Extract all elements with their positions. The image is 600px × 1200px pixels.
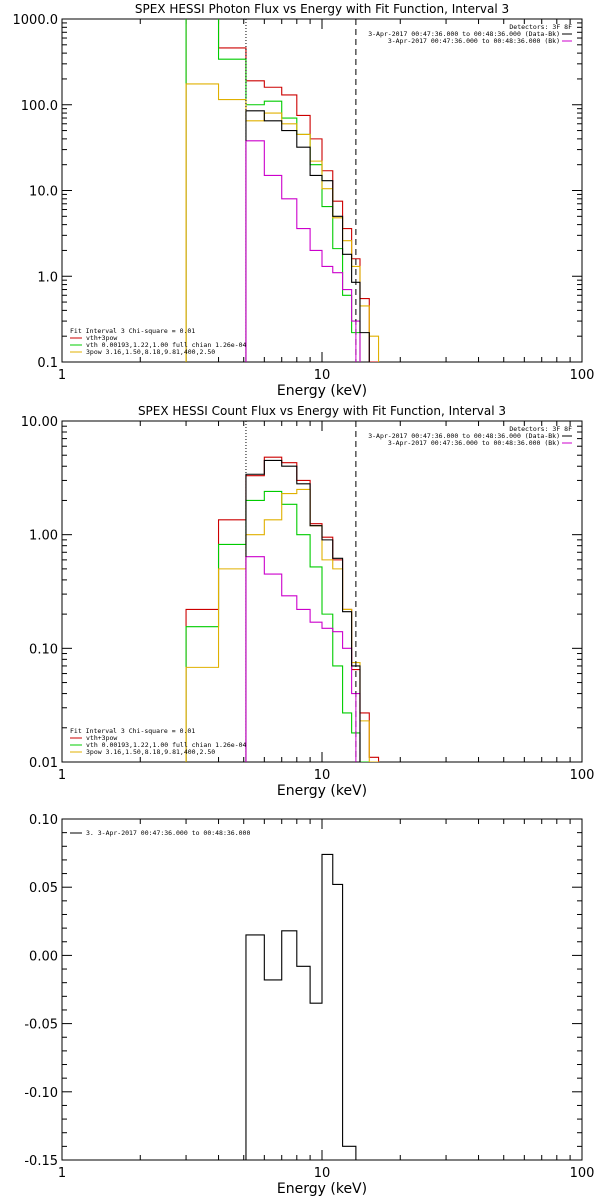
legend-left-header: Fit Interval 3 Chi-square = 0.01 <box>70 327 195 335</box>
x-tick-label: 1 <box>58 368 66 383</box>
x-tick-label: 10 <box>314 368 331 383</box>
series-group <box>245 853 357 1160</box>
y-tick-label: 100.0 <box>21 99 58 114</box>
chart-title: SPEX HESSI Count Flux vs Energy with Fit… <box>138 404 506 418</box>
legend-left-entry: vth+3pow <box>86 734 117 742</box>
chart-title: SPEX HESSI Photon Flux vs Energy with Fi… <box>135 2 509 16</box>
series-line-bk <box>245 556 361 762</box>
legend-right-header: Detectors: 3F 8F <box>509 23 572 31</box>
x-tick-label: 100 <box>570 768 595 783</box>
series-line-vth-3pow <box>185 19 380 362</box>
legend-left-entry: 3. 3-Apr-2017 00:47:36.000 to 00:48:36.0… <box>86 829 250 837</box>
series-line-vth <box>185 19 361 362</box>
chart-panel-3: 1 10 100 Energy (keV) 0.10 0.05 0.00 -0.05 -0.10… <box>24 813 594 1197</box>
y-tick-label: 0.01 <box>29 756 58 771</box>
legend-left-header: Fit Interval 3 Chi-square = 0.01 <box>70 727 195 735</box>
series-group <box>185 421 380 762</box>
y-tick-label: 0.10 <box>29 813 58 828</box>
y-tick-label: 1.0 <box>37 270 58 285</box>
legend-right-entry: 3-Apr-2017 00:47:36.000 to 00:48:36.000 … <box>368 30 560 38</box>
x-tick-label: 1 <box>58 1166 66 1181</box>
chart-panel-1: SPEX HESSI Photon Flux vs Energy with Fi… <box>13 2 595 399</box>
x-axis-label: Energy (keV) <box>277 1181 367 1197</box>
legend-left-entry: 3pow 3.16,1.50,8.18,9.81,400,2.50 <box>86 748 215 756</box>
legend-right-entry: 3-Apr-2017 00:47:36.000 to 00:48:36.000 … <box>368 432 560 440</box>
legend-right-entry: 3-Apr-2017 00:47:36.000 to 00:48:36.000 … <box>388 439 560 447</box>
series-line-bk <box>245 140 361 362</box>
legend-right-entry: 3-Apr-2017 00:47:36.000 to 00:48:36.000 … <box>388 37 560 45</box>
y-tick-label: -0.15 <box>24 1154 58 1169</box>
y-tick-label: 0.05 <box>29 881 58 896</box>
x-tick-label: 100 <box>570 1166 595 1181</box>
series-line-3pow <box>185 488 380 762</box>
y-tick-label: -0.10 <box>24 1086 58 1101</box>
y-tick-label: 0.10 <box>29 642 58 657</box>
x-axis-label: Energy (keV) <box>277 383 367 399</box>
x-tick-label: 10 <box>314 1166 331 1181</box>
chart-panel-2: SPEX HESSI Count Flux vs Energy with Fit… <box>21 404 595 799</box>
x-tick-label: 10 <box>314 768 331 783</box>
x-tick-label: 100 <box>570 368 595 383</box>
y-tick-label: 10.00 <box>21 415 58 430</box>
legend-left-entry: vth 0.00193,1.22,1.00 full chian 1.26e-0… <box>86 341 247 349</box>
series-group <box>185 19 380 362</box>
y-tick-label: 1000.0 <box>13 13 59 28</box>
legend-left-entry: vth 0.00193,1.22,1.00 full chian 1.26e-0… <box>86 741 247 749</box>
series-line-3pow <box>185 83 380 362</box>
y-tick-label: 10.0 <box>29 185 58 200</box>
y-tick-label: 1.00 <box>29 529 58 544</box>
series-line-vth-3pow <box>185 456 380 762</box>
series-line-data-bk <box>245 459 361 762</box>
legend-right-header: Detectors: 3F 8F <box>509 425 572 433</box>
x-tick-label: 1 <box>58 768 66 783</box>
y-tick-label: 0.00 <box>29 949 58 964</box>
y-tick-label: -0.05 <box>24 1018 58 1033</box>
y-tick-label: 0.1 <box>37 356 58 371</box>
legend-left-entry: vth+3pow <box>86 334 117 342</box>
series-line-vth <box>185 490 380 762</box>
series-line-residual <box>245 853 357 1160</box>
x-axis-label: Energy (keV) <box>277 783 367 799</box>
legend-left-entry: 3pow 3.16,1.50,8.18,9.81,400,2.50 <box>86 348 215 356</box>
